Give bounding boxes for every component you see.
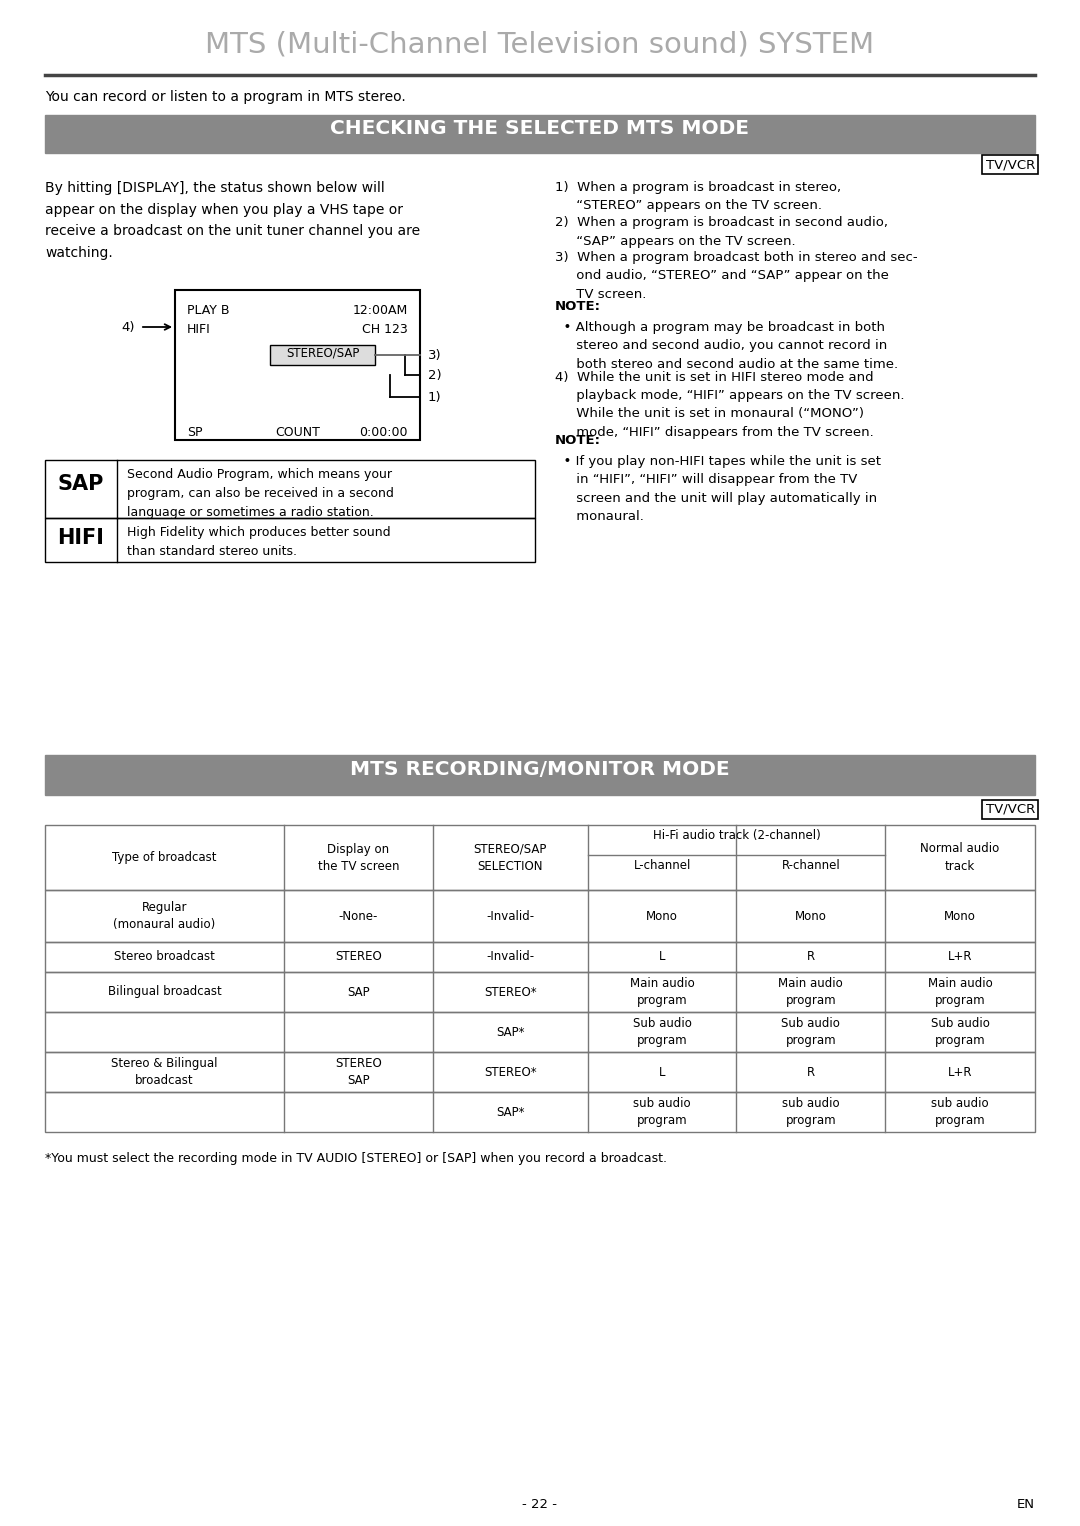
Text: R: R bbox=[807, 1065, 814, 1079]
Bar bbox=[45, 114, 1035, 153]
Bar bbox=[45, 459, 535, 517]
Text: Second Audio Program, which means your
program, can also be received in a second: Second Audio Program, which means your p… bbox=[127, 468, 394, 519]
Bar bbox=[175, 290, 420, 439]
Text: MTS (Multi-Channel Television sound) SYSTEM: MTS (Multi-Channel Television sound) SYS… bbox=[205, 31, 875, 58]
Text: -Invalid-: -Invalid- bbox=[486, 909, 535, 923]
Text: SAP: SAP bbox=[347, 986, 369, 998]
Bar bbox=[45, 972, 1035, 1012]
Text: PLAY B: PLAY B bbox=[187, 304, 229, 317]
Text: Type of broadcast: Type of broadcast bbox=[112, 852, 217, 864]
Text: sub audio
program: sub audio program bbox=[931, 1097, 989, 1128]
Text: Stereo broadcast: Stereo broadcast bbox=[114, 951, 215, 963]
Bar bbox=[45, 942, 1035, 972]
Bar bbox=[45, 826, 1035, 890]
Text: • Although a program may be broadcast in both
     stereo and second audio, you : • Although a program may be broadcast in… bbox=[555, 320, 899, 371]
Text: R: R bbox=[807, 951, 814, 963]
Bar bbox=[45, 1093, 1035, 1132]
Text: Display on
the TV screen: Display on the TV screen bbox=[318, 842, 400, 873]
Bar bbox=[45, 1012, 1035, 1051]
Text: Main audio
program: Main audio program bbox=[928, 977, 993, 1007]
Text: STEREO*: STEREO* bbox=[484, 1065, 537, 1079]
Text: SAP: SAP bbox=[58, 475, 104, 494]
Text: sub audio
program: sub audio program bbox=[782, 1097, 839, 1128]
Text: Sub audio
program: Sub audio program bbox=[781, 1016, 840, 1047]
Text: TV/VCR: TV/VCR bbox=[986, 803, 1035, 816]
Text: 4)  While the unit is set in HIFI stereo mode and
     playback mode, “HIFI” app: 4) While the unit is set in HIFI stereo … bbox=[555, 371, 905, 439]
Text: L+R: L+R bbox=[948, 1065, 972, 1079]
Text: NOTE:: NOTE: bbox=[555, 301, 600, 313]
Text: CH 123: CH 123 bbox=[362, 324, 408, 336]
Text: STEREO: STEREO bbox=[335, 951, 382, 963]
Text: STEREO/SAP
SELECTION: STEREO/SAP SELECTION bbox=[474, 842, 546, 873]
Bar bbox=[45, 755, 1035, 795]
Text: L: L bbox=[659, 951, 665, 963]
Bar bbox=[45, 1051, 1035, 1093]
Text: HIFI: HIFI bbox=[57, 528, 105, 548]
Text: TV/VCR: TV/VCR bbox=[986, 159, 1035, 171]
Text: L-channel: L-channel bbox=[634, 859, 691, 871]
Text: HIFI: HIFI bbox=[187, 324, 211, 336]
Text: STEREO
SAP: STEREO SAP bbox=[335, 1058, 382, 1087]
Text: Bilingual broadcast: Bilingual broadcast bbox=[108, 986, 221, 998]
Text: Main audio
program: Main audio program bbox=[630, 977, 694, 1007]
Text: Main audio
program: Main audio program bbox=[779, 977, 843, 1007]
Text: sub audio
program: sub audio program bbox=[633, 1097, 691, 1128]
Text: EN: EN bbox=[1017, 1499, 1035, 1511]
Text: Hi-Fi audio track (2-channel): Hi-Fi audio track (2-channel) bbox=[652, 829, 821, 842]
Text: Regular
(monaural audio): Regular (monaural audio) bbox=[113, 900, 216, 931]
Text: SAP*: SAP* bbox=[496, 1025, 525, 1039]
Text: -Invalid-: -Invalid- bbox=[486, 951, 535, 963]
Text: MTS RECORDING/MONITOR MODE: MTS RECORDING/MONITOR MODE bbox=[350, 760, 730, 778]
Text: NOTE:: NOTE: bbox=[555, 435, 600, 447]
Text: 12:00AM: 12:00AM bbox=[353, 304, 408, 317]
Text: High Fidelity which produces better sound
than standard stereo units.: High Fidelity which produces better soun… bbox=[127, 526, 391, 559]
Text: Mono: Mono bbox=[795, 909, 826, 923]
Text: *You must select the recording mode in TV AUDIO [STEREO] or [SAP] when you recor: *You must select the recording mode in T… bbox=[45, 1152, 667, 1164]
Text: By hitting [DISPLAY], the status shown below will
appear on the display when you: By hitting [DISPLAY], the status shown b… bbox=[45, 182, 420, 259]
Text: - 22 -: - 22 - bbox=[523, 1499, 557, 1511]
Text: Stereo & Bilingual
broadcast: Stereo & Bilingual broadcast bbox=[111, 1058, 218, 1087]
Text: 0:00:00: 0:00:00 bbox=[360, 426, 408, 439]
Text: Normal audio
track: Normal audio track bbox=[920, 842, 1000, 873]
Text: CHECKING THE SELECTED MTS MODE: CHECKING THE SELECTED MTS MODE bbox=[330, 119, 750, 137]
Text: R-channel: R-channel bbox=[782, 859, 840, 871]
Text: STEREO/SAP: STEREO/SAP bbox=[286, 346, 360, 360]
Bar bbox=[270, 345, 375, 365]
Text: 1): 1) bbox=[428, 391, 442, 403]
Text: You can record or listen to a program in MTS stereo.: You can record or listen to a program in… bbox=[45, 90, 406, 104]
Text: L+R: L+R bbox=[948, 951, 972, 963]
Text: 4): 4) bbox=[121, 320, 135, 334]
Text: 2): 2) bbox=[428, 368, 442, 382]
Text: STEREO*: STEREO* bbox=[484, 986, 537, 998]
Text: -None-: -None- bbox=[339, 909, 378, 923]
Text: 1)  When a program is broadcast in stereo,
     “STEREO” appears on the TV scree: 1) When a program is broadcast in stereo… bbox=[555, 182, 841, 212]
Text: Mono: Mono bbox=[646, 909, 678, 923]
Text: Mono: Mono bbox=[944, 909, 976, 923]
Bar bbox=[45, 890, 1035, 942]
Text: 3)  When a program broadcast both in stereo and sec-
     ond audio, “STEREO” an: 3) When a program broadcast both in ster… bbox=[555, 250, 918, 301]
Text: L: L bbox=[659, 1065, 665, 1079]
Text: 3): 3) bbox=[428, 348, 442, 362]
Text: • If you play non-HIFI tapes while the unit is set
     in “HIFI”, “HIFI” will d: • If you play non-HIFI tapes while the u… bbox=[555, 455, 881, 523]
Text: Sub audio
program: Sub audio program bbox=[931, 1016, 989, 1047]
Text: 2)  When a program is broadcast in second audio,
     “SAP” appears on the TV sc: 2) When a program is broadcast in second… bbox=[555, 217, 888, 247]
Text: SP: SP bbox=[187, 426, 203, 439]
Bar bbox=[45, 517, 535, 562]
Text: SAP*: SAP* bbox=[496, 1105, 525, 1119]
Text: Sub audio
program: Sub audio program bbox=[633, 1016, 691, 1047]
Text: COUNT: COUNT bbox=[275, 426, 320, 439]
